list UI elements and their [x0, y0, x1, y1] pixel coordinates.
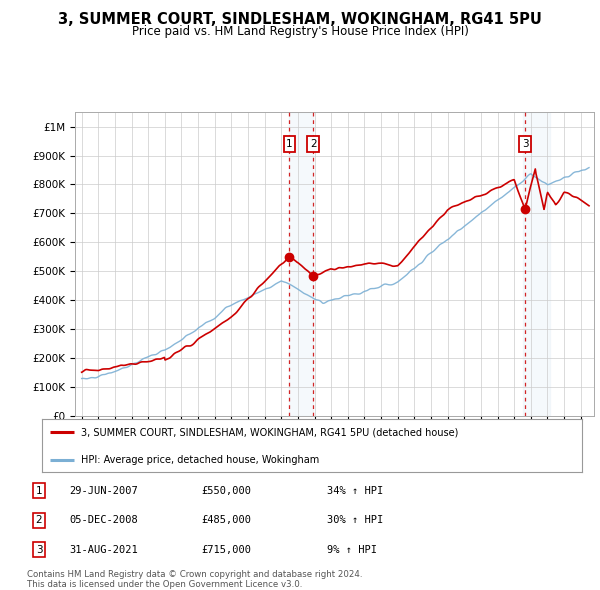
Text: 2: 2 [35, 516, 43, 525]
Text: Price paid vs. HM Land Registry's House Price Index (HPI): Price paid vs. HM Land Registry's House … [131, 25, 469, 38]
Text: 2: 2 [310, 139, 317, 149]
Text: 31-AUG-2021: 31-AUG-2021 [69, 545, 138, 555]
Text: £485,000: £485,000 [201, 516, 251, 525]
Bar [523, 112, 550, 416]
Text: £715,000: £715,000 [201, 545, 251, 555]
Text: 1: 1 [35, 486, 43, 496]
Text: 1: 1 [286, 139, 293, 149]
Text: 29-JUN-2007: 29-JUN-2007 [69, 486, 138, 496]
Text: 34% ↑ HPI: 34% ↑ HPI [327, 486, 383, 496]
Text: 9% ↑ HPI: 9% ↑ HPI [327, 545, 377, 555]
Text: 3: 3 [522, 139, 529, 149]
Text: 05-DEC-2008: 05-DEC-2008 [69, 516, 138, 525]
Text: 30% ↑ HPI: 30% ↑ HPI [327, 516, 383, 525]
Bar [289, 112, 313, 416]
Text: 3, SUMMER COURT, SINDLESHAM, WOKINGHAM, RG41 5PU (detached house): 3, SUMMER COURT, SINDLESHAM, WOKINGHAM, … [81, 427, 458, 437]
Text: Contains HM Land Registry data © Crown copyright and database right 2024.
This d: Contains HM Land Registry data © Crown c… [27, 570, 362, 589]
Text: £550,000: £550,000 [201, 486, 251, 496]
Text: 3, SUMMER COURT, SINDLESHAM, WOKINGHAM, RG41 5PU: 3, SUMMER COURT, SINDLESHAM, WOKINGHAM, … [58, 12, 542, 27]
Text: HPI: Average price, detached house, Wokingham: HPI: Average price, detached house, Woki… [81, 455, 319, 466]
Text: 3: 3 [35, 545, 43, 555]
